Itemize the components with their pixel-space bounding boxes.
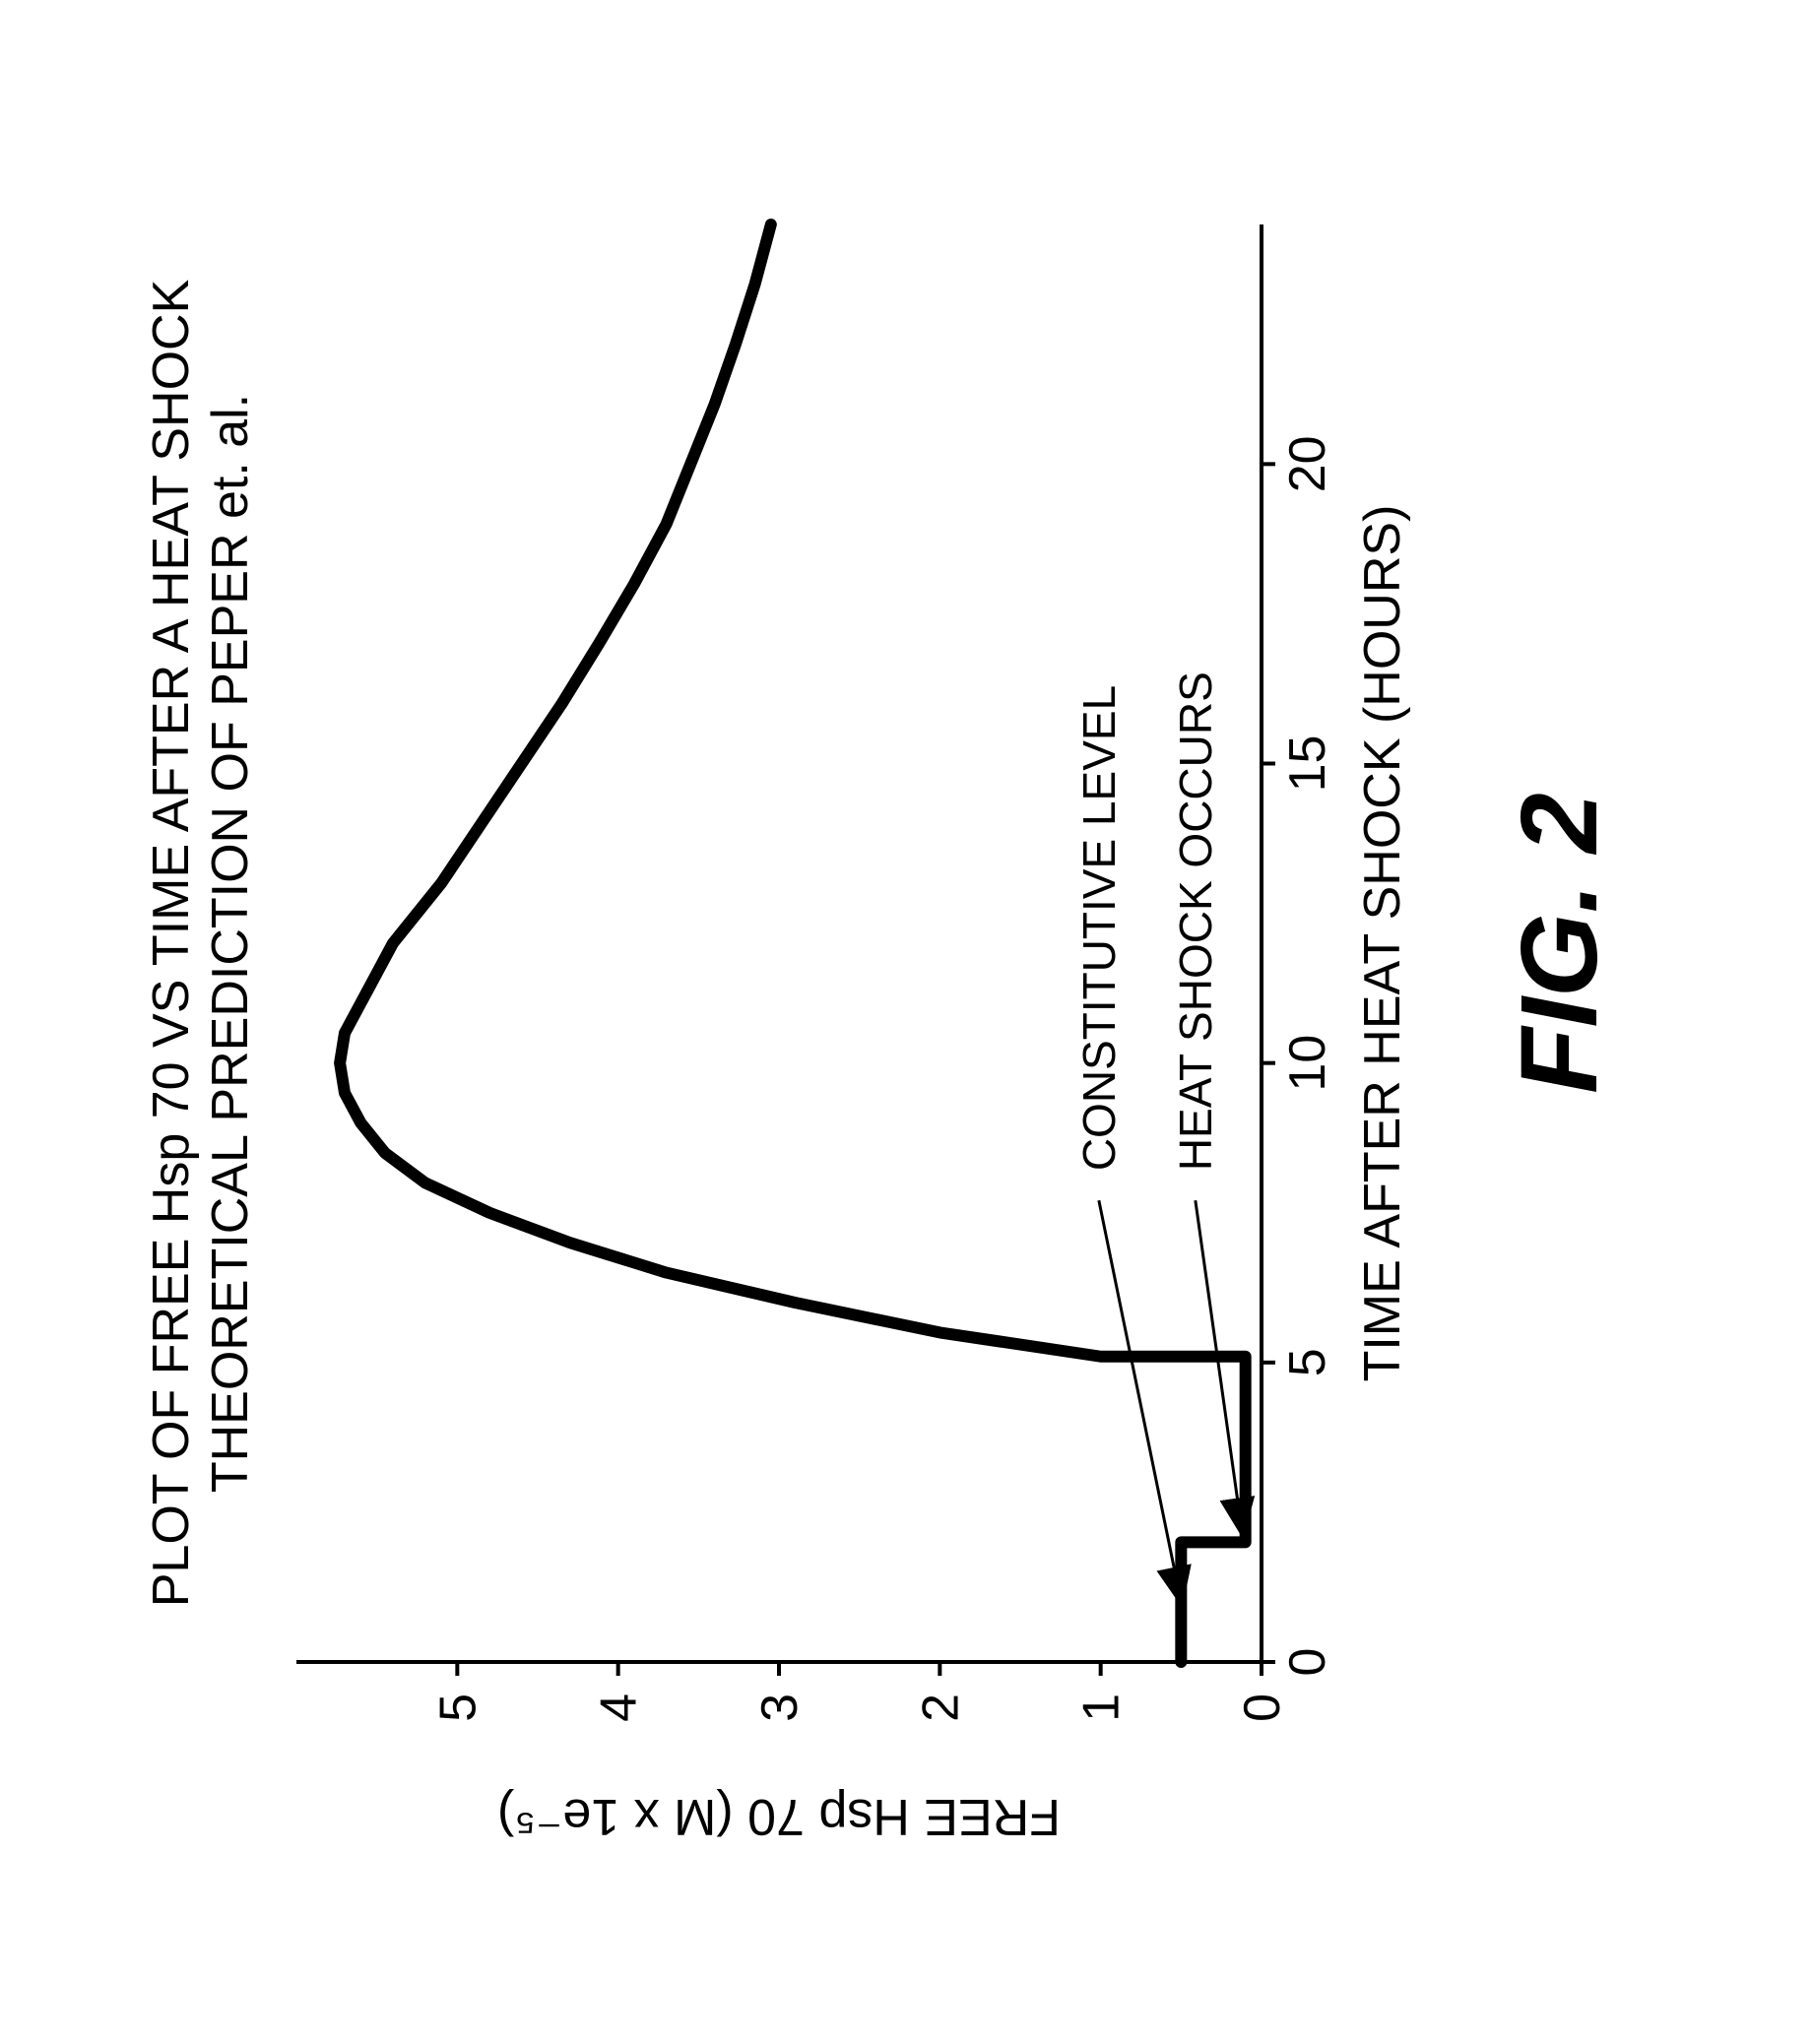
y-tick-label: 3 (751, 1693, 809, 1722)
figure-caption: FIG. 2 (1499, 793, 1620, 1094)
y-tick-label: 5 (429, 1693, 486, 1722)
y-tick-label: 4 (590, 1693, 647, 1722)
annotation-constitutive-level: CONSTITUTIVE LEVEL (1072, 685, 1124, 1171)
line-chart: PLOT OF FREE Hsp 70 VS TIME AFTER A HEAT… (119, 87, 1695, 1957)
page-root: PLOT OF FREE Hsp 70 VS TIME AFTER A HEAT… (0, 0, 1813, 2044)
x-axis-label: TIME AFTER HEAT SHOCK (HOURS) (1354, 505, 1411, 1382)
x-tick-label: 10 (1279, 1035, 1336, 1092)
y-tick-label: 2 (912, 1693, 969, 1722)
y-tick-label: 0 (1234, 1693, 1291, 1722)
x-tick-label: 15 (1279, 735, 1336, 793)
chart-wrapper: PLOT OF FREE Hsp 70 VS TIME AFTER A HEAT… (119, 87, 1695, 1957)
annotation-heat-shock-occurs: HEAT SHOCK OCCURS (1169, 671, 1220, 1171)
chart-title-line1: PLOT OF FREE Hsp 70 VS TIME AFTER A HEAT… (143, 279, 200, 1607)
rotated-figure: PLOT OF FREE Hsp 70 VS TIME AFTER A HEAT… (119, 87, 1695, 1957)
y-tick-label: 1 (1072, 1693, 1130, 1722)
x-tick-label: 0 (1279, 1648, 1336, 1677)
chart-title-line2: THEORETICAL PREDICTION OF PEPER et. al. (202, 394, 259, 1493)
x-tick-label: 5 (1279, 1348, 1336, 1376)
x-tick-label: 20 (1279, 435, 1336, 492)
y-axis-label: FREE Hsp 70 (M x 1e⁻⁵) (496, 1788, 1060, 1845)
